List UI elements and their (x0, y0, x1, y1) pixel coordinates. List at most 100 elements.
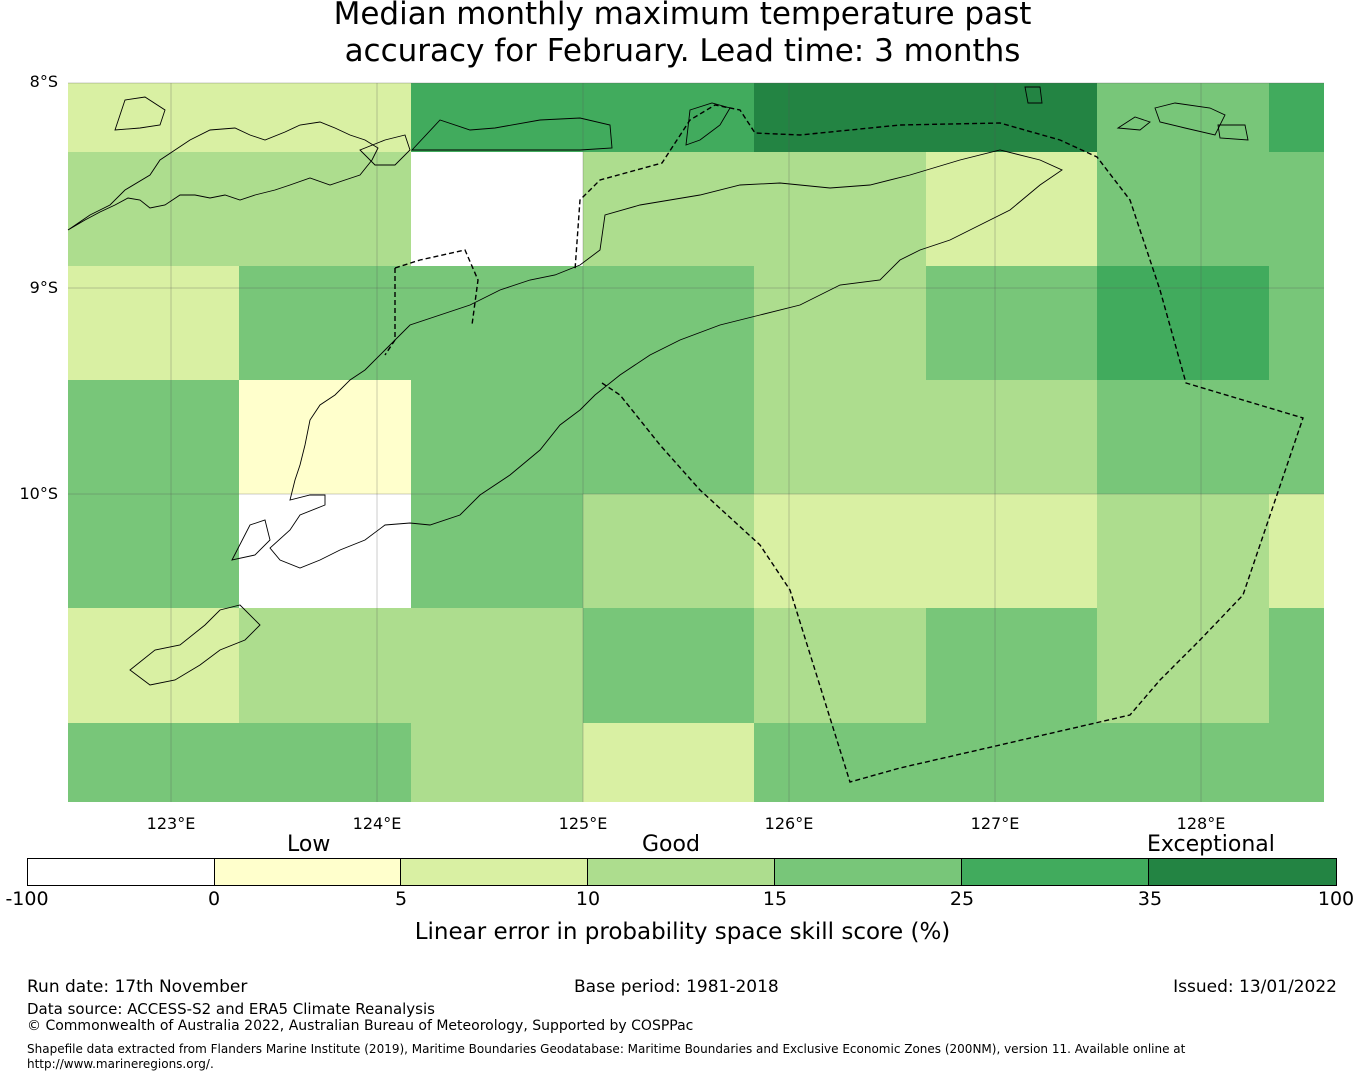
chart-title: Median monthly maximum temperature past … (0, 0, 1365, 70)
copyright: © Commonwealth of Australia 2022, Austra… (27, 1018, 694, 1034)
colorbar-tick: 0 (207, 888, 221, 910)
grid-cell (411, 152, 583, 266)
grid-cell (239, 723, 411, 802)
colorbar-tick: 35 (1137, 888, 1163, 910)
colorbar-tick: 25 (949, 888, 975, 910)
grid-cell (583, 608, 754, 723)
grid-cell (1269, 608, 1324, 723)
lon-label-128e: 128°E (1176, 814, 1226, 833)
coastline-atauro (685, 102, 731, 146)
grid-cell (583, 83, 754, 152)
base-period: Base period: 1981-2018 (574, 977, 779, 997)
grid-cell (1097, 380, 1269, 494)
grid-cell (1269, 83, 1324, 152)
colorbar-label: Linear error in probability space skill … (414, 919, 951, 945)
colorbar-segment-25-35 (961, 859, 1150, 885)
colorbar-segment-5-10 (401, 859, 589, 885)
grid-cell (1097, 723, 1269, 802)
data-source: Data source: ACCESS-S2 and ERA5 Climate … (27, 1000, 435, 1018)
colorbar-tick: 10 (575, 888, 601, 910)
grid-cell (1269, 380, 1324, 494)
coastline-timor (269, 149, 1063, 569)
grid-cell (411, 723, 583, 802)
grid-cell (68, 608, 239, 723)
shapefile-credit: Shapefile data extracted from Flanders M… (27, 1042, 1186, 1056)
grid-cell (754, 380, 926, 494)
maritime-boundaries (384, 104, 1304, 783)
coastline-alor (359, 134, 411, 166)
eez-boundary-timor-leste (574, 104, 1304, 783)
lon-label-123e: 123°E (146, 814, 196, 833)
grid-cell (1269, 494, 1324, 608)
grid-cell (68, 723, 239, 802)
grid-cell (754, 266, 926, 380)
lat-label-10s: 10°S (19, 484, 58, 503)
run-date: Run date: 17th November (27, 977, 248, 997)
grid-cell (926, 380, 1097, 494)
grid-cell (411, 380, 583, 494)
lon-label-124e: 124°E (352, 814, 402, 833)
grid-cell (926, 608, 1097, 723)
grid-cell (1097, 152, 1269, 266)
graticule (68, 82, 1324, 802)
legend-category-exceptional: Exceptional (1147, 832, 1275, 857)
coastline-flores (67, 121, 379, 231)
grid-cell (754, 83, 926, 152)
legend-category-low: Low (287, 832, 331, 857)
lat-label-9s: 9°S (29, 278, 58, 297)
coastline-small-island-4 (1217, 124, 1249, 141)
grid-cell (926, 723, 1097, 802)
grid-cell (583, 152, 754, 266)
shapefile-url: http://www.marineregions.org/. (27, 1057, 214, 1071)
grid-cell (1269, 723, 1324, 802)
grid-cell (411, 494, 583, 608)
lon-label-125e: 125°E (558, 814, 608, 833)
coastlines (67, 86, 1249, 686)
issued-date: Issued: 13/01/2022 (1173, 977, 1337, 997)
grid-cell (239, 608, 411, 723)
grid-cell (1097, 83, 1269, 152)
grid-cell (583, 494, 754, 608)
grid-cell (68, 83, 239, 152)
skill-map (67, 82, 1324, 802)
coastline-wetar (410, 117, 613, 151)
grid-cell (68, 380, 239, 494)
colorbar-segment-0-5 (214, 859, 402, 885)
colorbar-segment-10-15 (588, 859, 775, 885)
grid-cell (411, 608, 583, 723)
grid-cell (68, 494, 239, 608)
colorbar (27, 858, 1337, 886)
eez-boundary-oecusse (394, 249, 479, 326)
grid-cell (411, 266, 583, 380)
grid-cell (754, 494, 926, 608)
grid-cell (1269, 266, 1324, 380)
lat-label-8s: 8°S (29, 72, 58, 91)
coastline-small-island-1 (1024, 86, 1043, 104)
title-line-1: Median monthly maximum temperature past (333, 0, 1032, 32)
coastline-sumba (129, 604, 261, 686)
skill-grid (68, 83, 1324, 802)
colorbar-segment-neg100-0 (28, 859, 215, 885)
grid-cell (239, 494, 411, 608)
grid-cell (239, 380, 411, 494)
grid-cell (754, 723, 926, 802)
colorbar-segment-35-100 (1149, 859, 1337, 885)
grid-cell (68, 266, 239, 380)
grid-cell (1269, 152, 1324, 266)
grid-cell (239, 266, 411, 380)
colorbar-tick: -100 (5, 888, 49, 910)
legend-category-good: Good (642, 832, 700, 857)
grid-cell (926, 494, 1097, 608)
grid-cell (583, 723, 754, 802)
grid-cell (1097, 494, 1269, 608)
grid-cell (1097, 266, 1269, 380)
lon-label-126e: 126°E (764, 814, 814, 833)
grid-cell (583, 266, 754, 380)
grid-cell (754, 608, 926, 723)
grid-cell (754, 152, 926, 266)
coastline-rote (231, 519, 271, 561)
colorbar-segment-15-25 (774, 859, 962, 885)
lon-label-127e: 127°E (970, 814, 1020, 833)
eez-boundary-oecusse-west (384, 268, 396, 356)
colorbar-tick: 100 (1317, 888, 1355, 910)
